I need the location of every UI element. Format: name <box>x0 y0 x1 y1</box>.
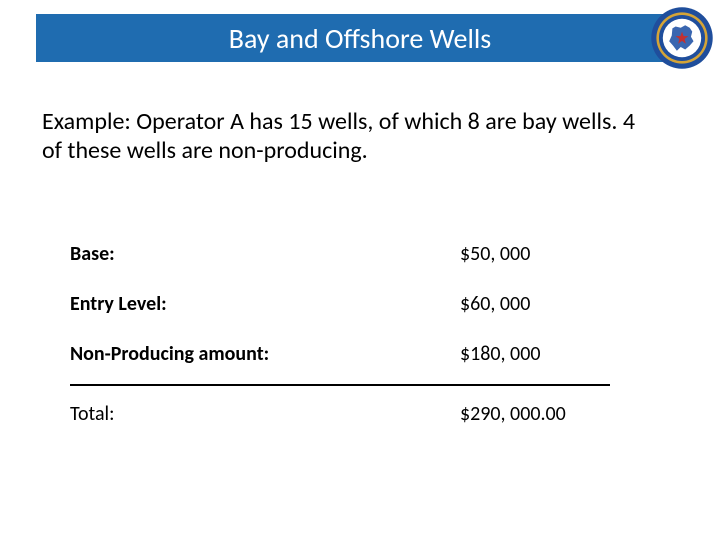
table-row: Non-Producing amount: $180, 000 <box>70 330 610 380</box>
total-row: Total: $290, 000.00 <box>70 390 610 440</box>
total-label: Total: <box>70 402 115 426</box>
row-label: Entry Level: <box>70 292 167 316</box>
row-label: Base: <box>70 242 115 266</box>
total-value: $290, 000.00 <box>460 402 610 426</box>
total-divider <box>70 384 610 386</box>
example-paragraph: Example: Operator A has 15 wells, of whi… <box>42 108 640 166</box>
table-row: Entry Level: $60, 000 <box>70 280 610 330</box>
agency-seal-icon <box>650 6 714 70</box>
slide-title: Bay and Offshore Wells <box>229 21 492 56</box>
title-bar: Bay and Offshore Wells <box>36 14 684 62</box>
slide: Bay and Offshore Wells Example: Operator… <box>0 0 720 540</box>
row-value: $50, 000 <box>460 242 610 266</box>
table-row: Base: $50, 000 <box>70 230 610 280</box>
fee-table: Base: $50, 000 Entry Level: $60, 000 Non… <box>70 230 610 440</box>
row-label: Non-Producing amount: <box>70 342 269 366</box>
row-value: $60, 000 <box>460 292 610 316</box>
row-value: $180, 000 <box>460 342 610 366</box>
